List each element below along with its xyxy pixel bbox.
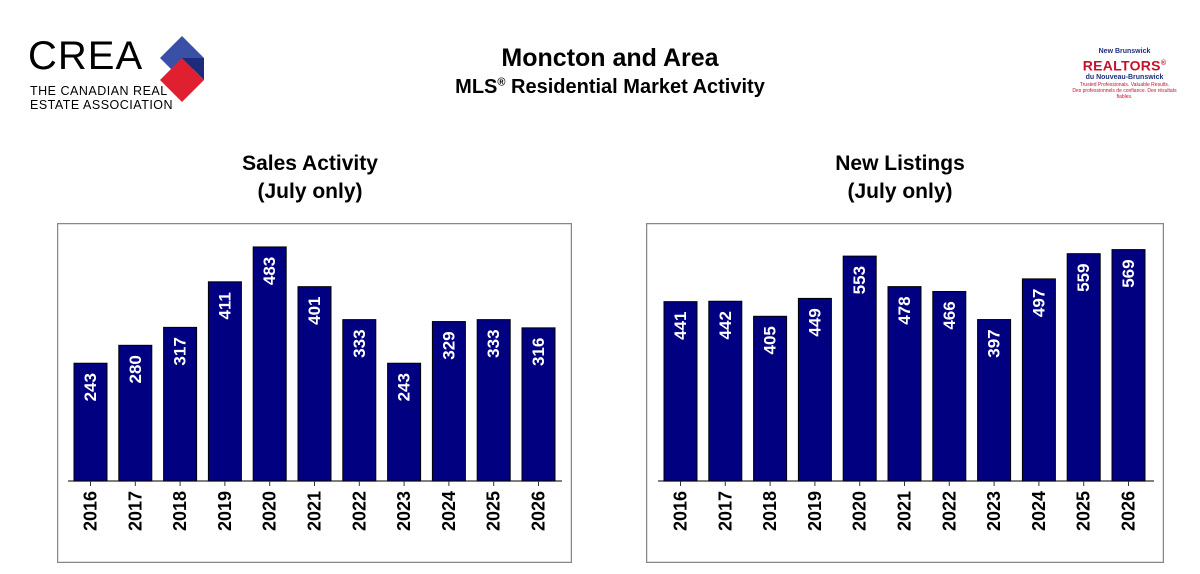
nb-logo-bottom: du Nouveau-Brunswick	[1085, 73, 1164, 81]
sales-value-label-2019: 411	[215, 292, 234, 319]
listings-bar-2021	[887, 286, 922, 482]
listings-bar-2019	[797, 297, 832, 482]
sales-value-label-2020: 483	[260, 257, 279, 285]
listings-value-label-2016: 441	[671, 311, 690, 339]
subtitle-registered-mark: ®	[497, 76, 506, 89]
chart-title-listings-line2: (July only)	[847, 180, 953, 203]
new-listings-chart: 441 2016 442 2017 405 2018 449 2019 553 2020 478 20…	[646, 223, 1164, 563]
sales-category-label-2021: 2021	[305, 491, 325, 531]
listings-bar-2026	[1111, 249, 1146, 482]
sales-frame	[57, 223, 572, 563]
sales-activity-chart: 243 2016 280 2017 317 2018 411 2019 483 2020 401 20…	[57, 223, 572, 563]
listings-value-label-2018: 405	[761, 326, 780, 354]
listings-category-label-2021: 2021	[895, 491, 915, 531]
chart-title-sales: Sales Activity (July only)	[160, 150, 460, 206]
sales-value-label-2025: 333	[484, 329, 503, 357]
listings-bar-2025	[1066, 253, 1101, 482]
sales-value-label-2016: 243	[81, 373, 100, 401]
sales-bar-2020	[252, 246, 287, 482]
listings-bar-2020	[842, 255, 877, 482]
crea-logo-line2: ESTATE ASSOCIATION	[30, 98, 174, 112]
page-subtitle: MLS® Residential Market Activity	[300, 76, 920, 99]
sales-value-label-2026: 316	[529, 338, 548, 366]
sales-category-label-2022: 2022	[349, 491, 369, 531]
listings-value-label-2019: 449	[805, 308, 824, 336]
sales-bar-2025	[476, 319, 511, 482]
crea-logo-line1: THE CANADIAN REAL	[30, 84, 168, 98]
nb-logo-main: REALTORS®	[1072, 56, 1177, 74]
chart-title-listings: New Listings (July only)	[750, 150, 1050, 206]
listings-frame	[646, 223, 1164, 563]
listings-category-label-2025: 2025	[1074, 491, 1094, 531]
nb-logo-word: REALTORS	[1082, 57, 1161, 74]
chart-title-sales-line1: Sales Activity	[242, 152, 378, 175]
nb-logo-reg: ®	[1160, 60, 1167, 67]
sales-category-label-2016: 2016	[81, 491, 101, 531]
subtitle-suffix: Residential Market Activity	[505, 76, 765, 98]
nb-logo-top: New Brunswick	[1098, 48, 1151, 55]
crea-logo-word: CREA	[28, 34, 144, 78]
sales-value-label-2024: 329	[439, 331, 458, 359]
chart-title-sales-line2: (July only)	[257, 180, 363, 203]
listings-value-label-2017: 442	[716, 311, 735, 339]
sales-bar-2016	[73, 362, 108, 482]
sales-category-label-2019: 2019	[215, 491, 235, 531]
subtitle-prefix: MLS	[455, 76, 498, 98]
sales-value-label-2021: 401	[305, 296, 324, 324]
listings-category-label-2026: 2026	[1119, 491, 1139, 531]
sales-category-label-2025: 2025	[484, 491, 504, 531]
listings-value-label-2023: 397	[985, 329, 1004, 357]
listings-category-label-2024: 2024	[1029, 491, 1049, 531]
listings-bar-2023	[977, 319, 1012, 482]
listings-value-label-2022: 466	[940, 301, 959, 329]
sales-category-label-2017: 2017	[125, 491, 145, 531]
sales-bar-2019	[207, 281, 242, 482]
nb-logo-tagline2: Des professionnels de confiance. Des rés…	[1072, 87, 1177, 100]
listings-category-label-2023: 2023	[984, 491, 1004, 531]
crea-diamond-icon	[160, 36, 204, 102]
listings-category-label-2018: 2018	[760, 491, 780, 531]
listings-bar-2017	[708, 300, 743, 482]
sales-category-label-2026: 2026	[529, 491, 549, 531]
sales-bar-2018	[163, 326, 198, 482]
crea-diamond-dark	[182, 58, 204, 80]
listings-category-label-2019: 2019	[805, 491, 825, 531]
nb-logo-tagline1: Trusted Professionals. Valuable Results.	[1079, 81, 1170, 88]
listings-bar-2018	[753, 315, 788, 482]
sales-category-label-2024: 2024	[439, 491, 459, 531]
chart-title-listings-line1: New Listings	[835, 152, 965, 175]
listings-value-label-2026: 569	[1119, 259, 1138, 287]
page-title: Moncton and Area	[501, 44, 719, 72]
listings-value-label-2020: 553	[850, 266, 869, 294]
listings-category-label-2022: 2022	[939, 491, 959, 531]
listings-value-label-2024: 497	[1029, 289, 1048, 317]
sales-bar-2024	[431, 321, 466, 482]
sales-bar-2017	[118, 344, 153, 482]
sales-category-label-2020: 2020	[260, 491, 280, 531]
sales-value-label-2018: 317	[171, 337, 190, 365]
listings-category-label-2017: 2017	[715, 491, 735, 531]
sales-value-label-2023: 243	[395, 373, 414, 401]
sales-category-label-2023: 2023	[394, 491, 414, 531]
listings-value-label-2021: 478	[895, 296, 914, 324]
listings-value-label-2025: 559	[1074, 263, 1093, 291]
sales-bar-2021	[297, 286, 332, 482]
crea-logo: CREA THE CANADIAN REAL ESTATE ASSOCIATIO…	[28, 34, 218, 114]
listings-category-label-2020: 2020	[850, 491, 870, 531]
sales-value-label-2017: 280	[126, 355, 145, 383]
nb-realtors-logo: New Brunswick REALTORS® du Nouveau-Bruns…	[1072, 48, 1177, 100]
listings-category-label-2016: 2016	[671, 491, 691, 531]
sales-bar-2022	[342, 319, 377, 482]
sales-value-label-2022: 333	[350, 329, 369, 357]
sales-category-label-2018: 2018	[170, 491, 190, 531]
sales-bar-2023	[387, 362, 422, 482]
